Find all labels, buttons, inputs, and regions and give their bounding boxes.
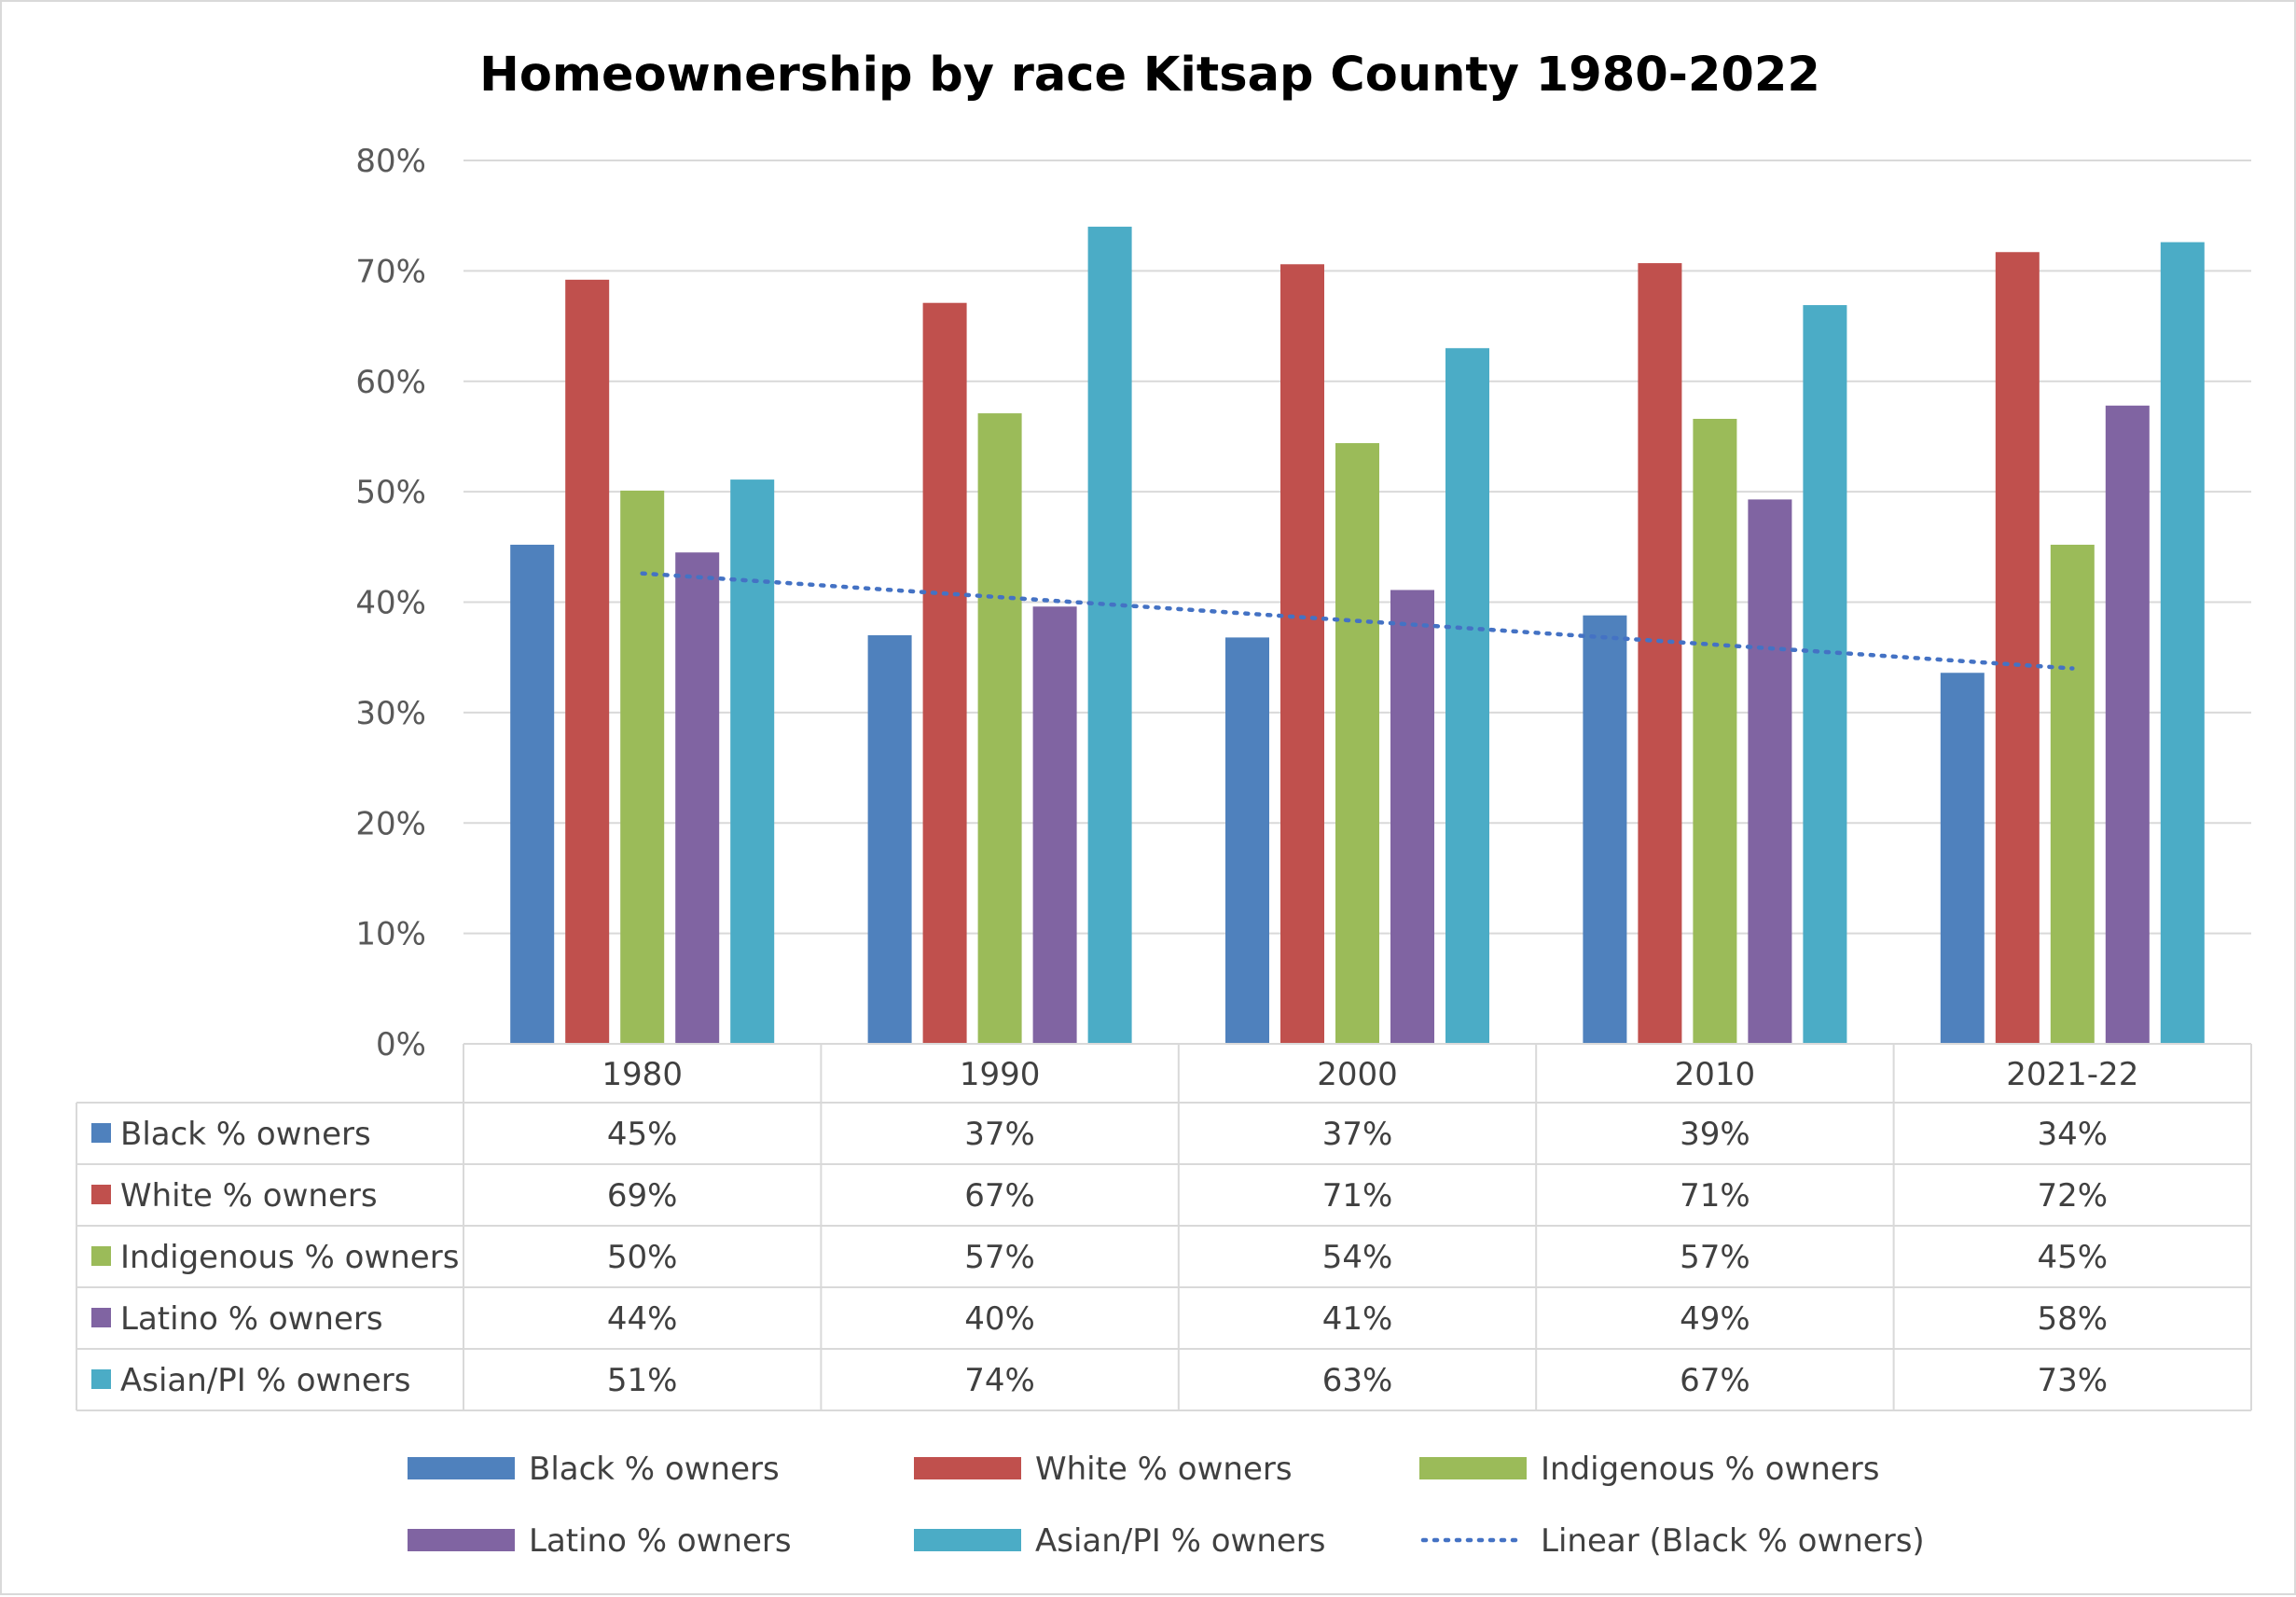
data-label: 63%	[1322, 1362, 1393, 1399]
data-label: 57%	[964, 1239, 1035, 1276]
data-label: 72%	[2038, 1177, 2109, 1215]
data-label: 67%	[964, 1177, 1035, 1215]
x-tick-label: 2021-22	[2006, 1056, 2138, 1093]
table-series-key	[91, 1308, 111, 1327]
data-label: 40%	[964, 1300, 1035, 1338]
bar	[2160, 242, 2205, 1044]
data-table: 1980 1990 2000 2010 2021-22 Black % owners 45%…	[76, 1043, 2252, 1411]
bar	[1803, 305, 1847, 1044]
y-axis-ticks: 0% 10% 20% 30% 40% 50% 60% 70% 80%	[355, 143, 426, 1063]
data-label: 37%	[964, 1116, 1035, 1153]
trendline-layer	[640, 571, 2075, 671]
y-tick-label: 60%	[355, 364, 426, 401]
bar	[922, 302, 967, 1044]
legend-swatch	[1419, 1457, 1527, 1479]
bar	[1335, 443, 1379, 1044]
bar	[2105, 405, 2150, 1045]
data-label: 45%	[2038, 1239, 2109, 1276]
bar	[1638, 263, 1682, 1044]
table-series-key	[91, 1123, 111, 1143]
trendline	[640, 571, 2075, 671]
data-label: 44%	[607, 1300, 678, 1338]
bar	[867, 635, 912, 1044]
y-tick-label: 20%	[355, 805, 426, 842]
bar	[1225, 637, 1269, 1044]
x-tick-label: 1980	[602, 1056, 683, 1093]
data-label: 57%	[1680, 1239, 1750, 1276]
table-series-key	[91, 1246, 111, 1266]
chart-title: Homeownership by race Kitsap County 1980…	[479, 48, 1820, 103]
data-label: 51%	[607, 1362, 678, 1399]
data-label: 49%	[1680, 1300, 1750, 1338]
data-label: 67%	[1680, 1362, 1750, 1399]
bar	[1693, 418, 1737, 1044]
bar	[1445, 348, 1489, 1044]
bar	[675, 552, 720, 1044]
data-label: 71%	[1322, 1177, 1393, 1215]
data-label: 58%	[2038, 1300, 2109, 1338]
bars	[510, 227, 2205, 1045]
bar	[1940, 673, 1985, 1044]
y-tick-label: 80%	[355, 143, 426, 180]
data-label: 34%	[2038, 1116, 2109, 1153]
legend-label: Linear (Black % owners)	[1541, 1522, 1925, 1560]
data-label: 45%	[607, 1116, 678, 1153]
data-label: 69%	[607, 1177, 678, 1215]
data-label: 50%	[607, 1239, 678, 1276]
legend-label: Indigenous % owners	[1541, 1451, 1879, 1488]
legend-swatch	[914, 1529, 1021, 1551]
data-label: 37%	[1322, 1116, 1393, 1153]
legend-label: Black % owners	[529, 1451, 780, 1488]
bar	[1032, 606, 1077, 1044]
table-series-key	[91, 1185, 111, 1204]
bar	[1390, 590, 1434, 1044]
legend-label: Latino % owners	[529, 1522, 792, 1560]
bar	[510, 544, 555, 1044]
legend: Black % owners White % owners Indigenous %…	[408, 1451, 1925, 1560]
y-tick-label: 30%	[355, 695, 426, 732]
legend-swatch	[914, 1457, 1021, 1479]
bar	[1087, 227, 1132, 1044]
bar	[1748, 499, 1792, 1044]
y-tick-label: 40%	[355, 585, 426, 622]
bar	[1583, 615, 1627, 1044]
bar	[565, 279, 610, 1045]
x-tick-label: 2000	[1317, 1056, 1398, 1093]
data-label: 39%	[1680, 1116, 1750, 1153]
table-series-label: White % owners	[120, 1177, 378, 1215]
table-series-label: Indigenous % owners	[120, 1239, 459, 1276]
table-series-label: Black % owners	[120, 1116, 371, 1153]
data-label: 74%	[964, 1362, 1035, 1399]
bar	[1995, 252, 2040, 1045]
legend-swatch	[408, 1529, 515, 1551]
legend-label: White % owners	[1035, 1451, 1293, 1488]
x-tick-label: 2010	[1675, 1056, 1756, 1093]
table-series-key	[91, 1369, 111, 1389]
legend-label: Asian/PI % owners	[1035, 1522, 1325, 1560]
data-label: 71%	[1680, 1177, 1750, 1215]
y-tick-label: 10%	[355, 916, 426, 953]
bar	[1280, 264, 1324, 1045]
x-tick-label: 1990	[960, 1056, 1041, 1093]
bar	[620, 490, 665, 1044]
bar	[977, 413, 1022, 1044]
y-tick-label: 50%	[355, 474, 426, 511]
data-label: 73%	[2038, 1362, 2109, 1399]
table-series-label: Latino % owners	[120, 1300, 383, 1338]
y-tick-label: 0%	[376, 1026, 426, 1063]
data-label: 54%	[1322, 1239, 1393, 1276]
legend-swatch	[408, 1457, 515, 1479]
bar	[2050, 544, 2095, 1044]
y-tick-label: 70%	[355, 253, 426, 290]
data-label: 41%	[1322, 1300, 1393, 1338]
bar	[730, 479, 775, 1044]
table-series-label: Asian/PI % owners	[120, 1362, 410, 1399]
